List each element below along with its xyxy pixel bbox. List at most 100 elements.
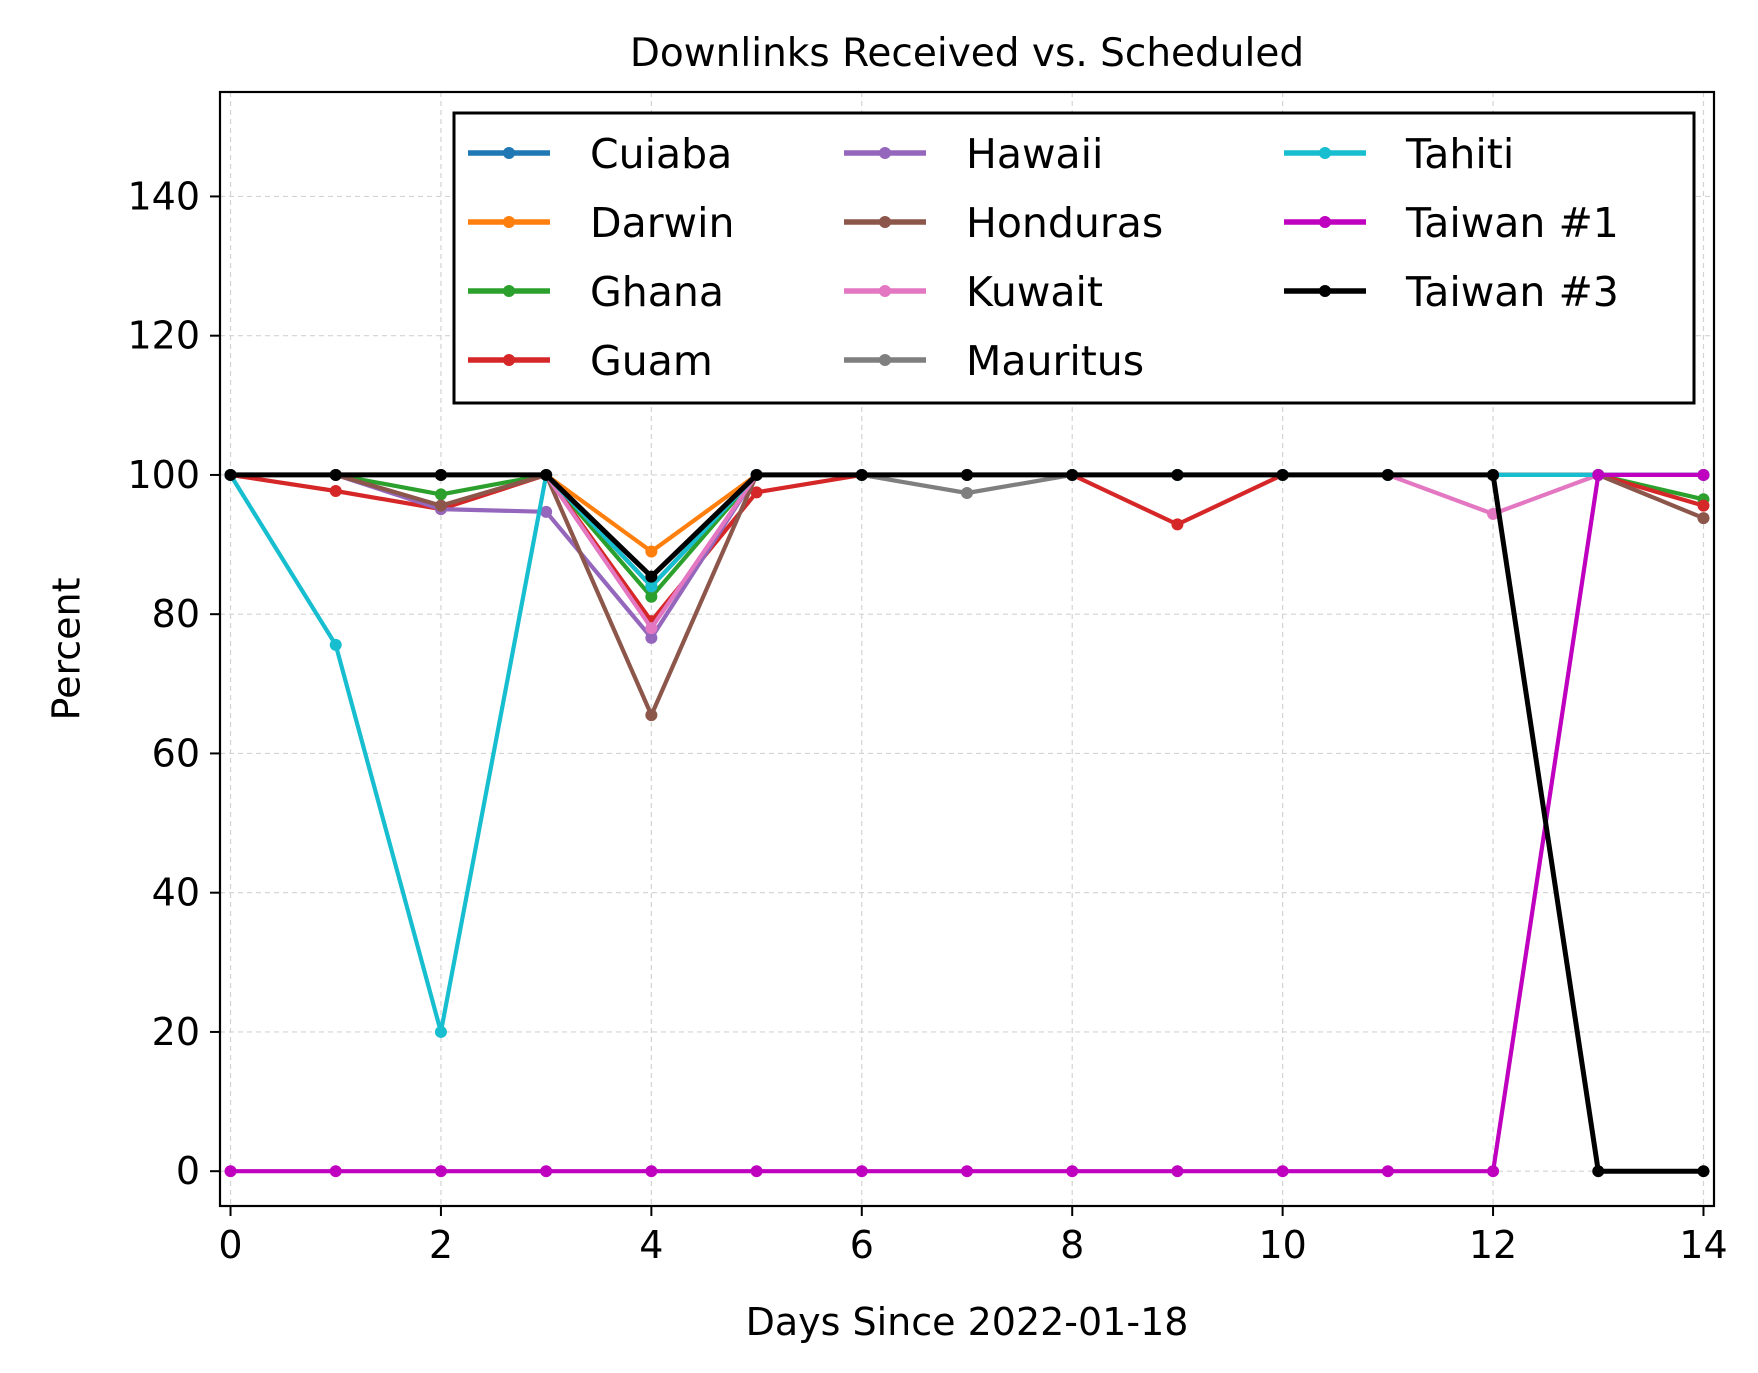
data-point-taiwan-3 [1697, 1165, 1710, 1178]
data-point-taiwan-1 [540, 1165, 553, 1178]
data-point-taiwan-1 [1381, 1165, 1394, 1178]
data-point-ghana [645, 590, 658, 603]
chart-title: Downlinks Received vs. Scheduled [630, 31, 1304, 76]
data-point-taiwan-1 [1171, 1165, 1184, 1178]
x-tick-label: 14 [1679, 1223, 1727, 1267]
legend-marker [503, 147, 515, 159]
legend-item-taiwan-1: Taiwan #1 [1284, 199, 1619, 247]
data-point-taiwan-3 [1592, 1165, 1605, 1178]
legend-label: Taiwan #3 [1405, 268, 1619, 316]
x-tick-label: 6 [850, 1223, 874, 1267]
legend-label: Ghana [590, 268, 724, 316]
data-point-darwin [645, 545, 658, 558]
data-point-mauritus [961, 487, 973, 500]
y-tick-label: 40 [152, 871, 200, 915]
legend-item-mauritus: Mauritus [844, 337, 1144, 385]
data-point-taiwan-3 [750, 468, 763, 481]
data-point-taiwan-1 [224, 1165, 237, 1178]
legend-label: Guam [590, 337, 713, 385]
legend-item-honduras: Honduras [844, 199, 1163, 247]
data-point-guam [750, 486, 763, 499]
legend-box [452, 111, 1696, 405]
legend-marker [879, 354, 891, 366]
data-point-taiwan-1 [434, 1165, 447, 1178]
legend-label: Hawaii [966, 130, 1103, 178]
legend-marker [1319, 147, 1331, 159]
y-tick-label: 80 [152, 592, 200, 636]
data-point-hawaii [540, 505, 553, 518]
data-point-taiwan-1 [1066, 1165, 1079, 1178]
x-tick-label: 10 [1258, 1223, 1306, 1267]
data-point-tahiti [329, 638, 342, 651]
data-point-taiwan-3 [1381, 468, 1394, 481]
data-point-taiwan-1 [750, 1165, 763, 1178]
data-point-guam [1171, 518, 1184, 531]
series-lines [224, 468, 1710, 1178]
y-tick-label: 140 [127, 174, 200, 218]
x-tick-label: 12 [1469, 1223, 1517, 1267]
y-tick-label: 120 [127, 314, 200, 358]
data-point-kuwait [645, 622, 658, 635]
legend-item-tahiti: Tahiti [1284, 130, 1514, 178]
legend-label: Darwin [590, 199, 734, 247]
data-point-taiwan-3 [1276, 468, 1289, 481]
y-tick-label: 0 [176, 1149, 200, 1193]
data-point-taiwan-1 [1592, 468, 1605, 481]
data-point-taiwan-3 [540, 468, 553, 481]
legend-item-ghana: Ghana [468, 268, 724, 316]
data-point-honduras [645, 709, 658, 722]
x-tick-label: 8 [1060, 1223, 1084, 1267]
x-axis-label: Days Since 2022-01-18 [746, 1300, 1189, 1344]
data-point-taiwan-1 [645, 1165, 658, 1178]
data-point-tahiti [645, 580, 658, 593]
legend-marker [879, 147, 891, 159]
legend-item-hawaii: Hawaii [844, 130, 1103, 178]
legend-label: Tahiti [1405, 130, 1514, 178]
y-tick-label: 60 [152, 731, 200, 775]
data-point-taiwan-3 [855, 468, 868, 481]
y-tick-label: 100 [127, 453, 200, 497]
data-point-honduras [1697, 512, 1710, 525]
data-point-taiwan-1 [855, 1165, 868, 1178]
legend-marker [503, 354, 515, 366]
data-point-guam [1697, 499, 1710, 512]
legend-marker [503, 285, 515, 297]
legend-item-kuwait: Kuwait [844, 268, 1103, 316]
data-point-ghana [434, 488, 447, 501]
legend-item-taiwan-3: Taiwan #3 [1284, 268, 1619, 316]
legend: Cuiaba Darwin Ghana Guam Hawaii Honduras Kuwai… [452, 111, 1696, 405]
data-point-taiwan-3 [1171, 468, 1184, 481]
series-taiwan-3 [224, 468, 1710, 1178]
legend-marker [879, 216, 891, 228]
series-taiwan-1 [224, 468, 1710, 1178]
legend-label: Cuiaba [590, 130, 732, 178]
legend-marker [1319, 285, 1331, 297]
data-point-taiwan-1 [1487, 1165, 1500, 1178]
legend-label: Honduras [966, 199, 1163, 247]
data-point-taiwan-1 [1697, 468, 1710, 481]
legend-label: Taiwan #1 [1405, 199, 1619, 247]
x-tick-label: 0 [218, 1223, 242, 1267]
data-point-taiwan-3 [961, 468, 973, 481]
data-point-taiwan-1 [961, 1165, 973, 1178]
plot-frame [218, 90, 1716, 1208]
legend-item-darwin: Darwin [468, 199, 734, 247]
data-point-taiwan-1 [329, 1165, 342, 1178]
y-tick-label: 20 [152, 1010, 200, 1054]
legend-item-guam: Guam [468, 337, 713, 385]
data-point-honduras [434, 499, 447, 512]
data-point-taiwan-3 [434, 468, 447, 481]
legend-marker [1319, 216, 1331, 228]
data-point-taiwan-3 [1066, 468, 1079, 481]
legend-item-cuiaba: Cuiaba [468, 130, 732, 178]
x-tick-label: 4 [639, 1223, 663, 1267]
legend-label: Mauritus [966, 337, 1144, 385]
data-point-tahiti [434, 1025, 447, 1038]
data-point-taiwan-3 [224, 468, 237, 481]
x-tick-label: 2 [429, 1223, 453, 1267]
data-point-hawaii [645, 631, 658, 644]
y-axis-label: Percent [44, 578, 88, 721]
legend-label: Kuwait [966, 268, 1103, 316]
